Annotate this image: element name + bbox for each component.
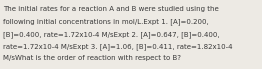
Text: following initial concentrations in mol/L.Expt 1. [A]=0.200,: following initial concentrations in mol/…: [3, 18, 209, 25]
Text: The initial rates for a reaction A and B were studied using the: The initial rates for a reaction A and B…: [3, 6, 219, 12]
Text: [B]=0.400, rate=1.72x10-4 M/sExpt 2. [A]=0.647, [B]=0.400,: [B]=0.400, rate=1.72x10-4 M/sExpt 2. [A]…: [3, 31, 220, 38]
Text: M/sWhat is the order of reaction with respect to B?: M/sWhat is the order of reaction with re…: [3, 55, 181, 61]
Text: rate=1.72x10-4 M/sExpt 3. [A]=1.06, [B]=0.411, rate=1.82x10-4: rate=1.72x10-4 M/sExpt 3. [A]=1.06, [B]=…: [3, 43, 233, 50]
